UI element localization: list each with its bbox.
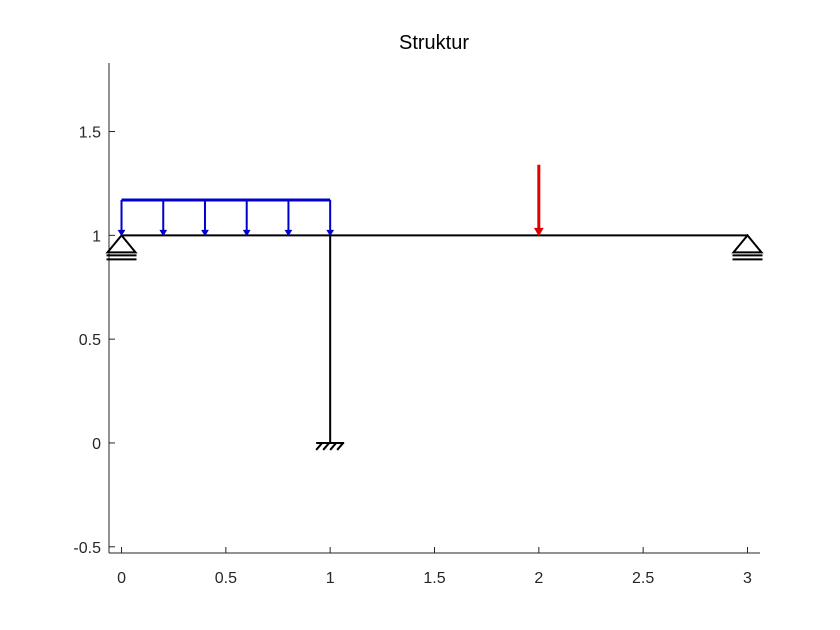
x-tick-label: 0.5 [215,570,237,587]
fixed-hatch [315,442,323,451]
y-tick-label: 1 [92,228,101,245]
fixed-support-base [315,441,345,451]
x-tick-label: 2 [534,570,543,587]
pin-support-left [105,233,138,261]
distributed-load-arrowhead [159,229,168,237]
y-tick-label: 0.5 [79,332,101,349]
fixed-hatch [329,442,337,451]
x-tick-label: 1.5 [423,570,445,587]
axes: 0 0.5 1 1.5 2 2.5 3 -0.5 0 0.5 1 1.5 [73,63,760,587]
distributed-load-arrowhead [242,229,251,237]
distributed-load [117,198,335,237]
pin-support-right [731,233,764,261]
distributed-load-arrowhead [284,229,293,237]
distributed-load-arrowhead [201,229,209,237]
y-tick-label: 0 [92,436,101,453]
fixed-hatch [322,442,330,451]
point-load [533,164,544,237]
pin-triangle [105,233,138,254]
distributed-load-arrowhead [326,229,335,237]
supports [105,233,764,451]
x-tick-label: 2.5 [632,570,654,587]
point-load-arrowhead [533,227,544,237]
structure-members [121,234,748,443]
x-tick-label: 0 [117,570,126,587]
x-tick-label: 1 [326,570,335,587]
fixed-hatch [336,442,344,451]
figure-title: Struktur [399,32,469,54]
distributed-load-arrowhead [117,229,126,237]
x-tick-label: 3 [743,570,752,587]
y-tick-label: -0.5 [73,540,101,557]
pin-triangle [731,233,764,254]
y-tick-label: 1.5 [79,125,101,142]
